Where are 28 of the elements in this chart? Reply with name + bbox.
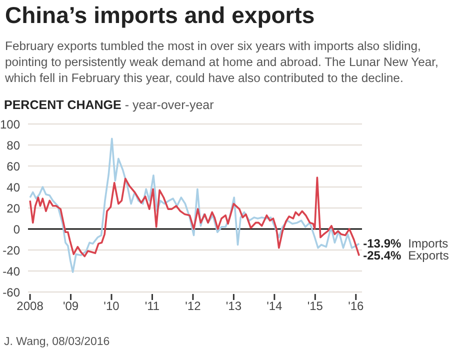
y-tick-label: 100 bbox=[0, 117, 20, 132]
line-series bbox=[29, 176, 360, 258]
x-tick-label: '10 bbox=[104, 299, 120, 313]
y-tick-label: 60 bbox=[6, 159, 20, 174]
y-tick-label: 0 bbox=[13, 222, 20, 236]
y-axis-title: PERCENT CHANGE - year-over-year bbox=[4, 98, 214, 112]
x-tick-label: 2008 bbox=[16, 299, 44, 313]
chart-subtitle: February exports tumbled the most in over six years with imports also sliding, pointing to persistently weak demand at home and abroad. The Lunar New Year, which fell in February this year, could have also contributed to the decline. bbox=[5, 38, 440, 86]
x-tick-label: '15 bbox=[307, 299, 324, 313]
text: Exports bbox=[408, 248, 449, 263]
y-tick-label: 40 bbox=[6, 180, 20, 194]
line-series bbox=[29, 138, 360, 273]
text: J. Wang, 08/03/2016 bbox=[4, 336, 110, 348]
x-tick-label: '13 bbox=[226, 299, 242, 313]
x-tick-label: '12 bbox=[185, 299, 202, 313]
y-tick-label: -20 bbox=[2, 243, 20, 258]
x-tick-label: '11 bbox=[144, 299, 160, 313]
y-tick-label: 20 bbox=[6, 201, 20, 216]
x-tick-label: '14 bbox=[266, 299, 283, 313]
annotation: -13.9% bbox=[363, 236, 402, 251]
chart-title: China’s imports and exports bbox=[5, 2, 315, 29]
x-tick-label: '09 bbox=[62, 299, 79, 313]
annotation: -25.4% bbox=[363, 248, 402, 263]
y-tick-label: -60 bbox=[2, 285, 20, 300]
y-tick-label: 80 bbox=[6, 138, 20, 152]
x-tick-label: '16 bbox=[348, 299, 364, 313]
y-tick-label: -40 bbox=[2, 264, 20, 278]
text: Imports bbox=[408, 236, 448, 251]
